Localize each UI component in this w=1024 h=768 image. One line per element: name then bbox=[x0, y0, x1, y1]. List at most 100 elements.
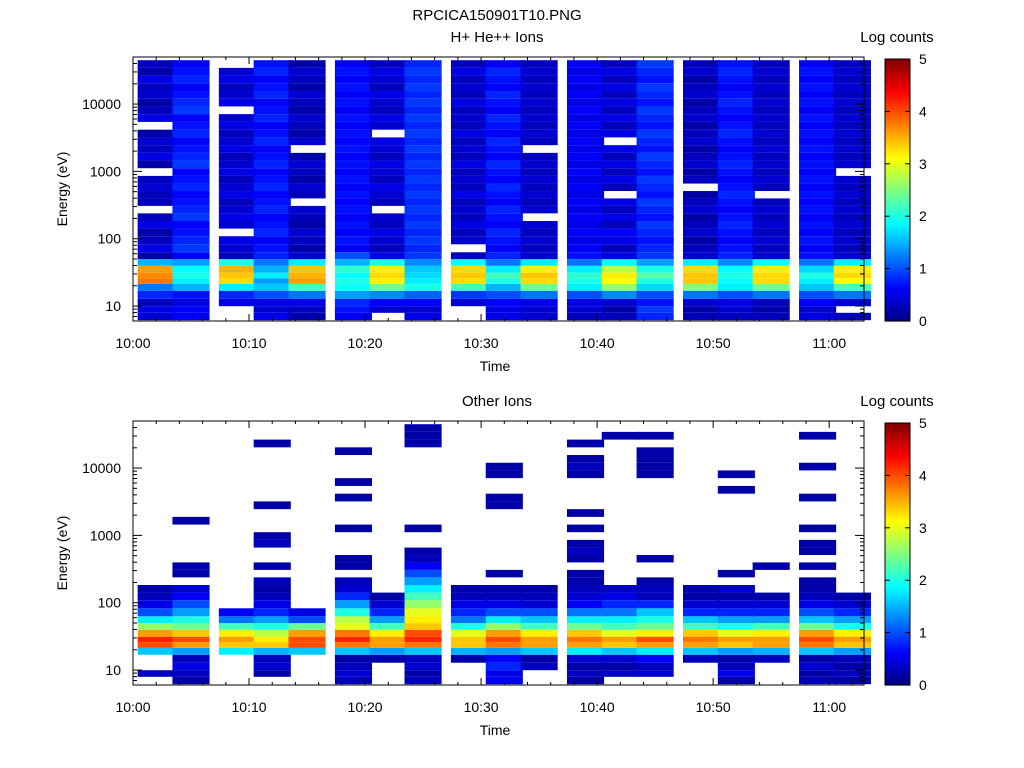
panel-2-heatmap-cell bbox=[485, 608, 523, 617]
panel-1-heatmap-cell bbox=[601, 312, 639, 321]
panel-2-heatmap-cell bbox=[566, 600, 605, 609]
panel-1-heatmap-cell bbox=[172, 298, 210, 307]
panel-2-heatmap-cell bbox=[404, 616, 442, 624]
panel-1-colorbar-band bbox=[885, 221, 910, 225]
panel-1-heatmap-cell bbox=[369, 75, 407, 84]
panel-1-colorbar-band bbox=[885, 205, 910, 209]
panel-2-heatmap-cell bbox=[682, 585, 721, 593]
panel-1-heatmap-cell bbox=[717, 290, 755, 299]
panel-2-heatmap-cell bbox=[601, 600, 639, 609]
panel-1-y-tick-label: 10 bbox=[105, 298, 121, 314]
panel-1-colorbar-tick-label: 3 bbox=[919, 156, 927, 172]
panel-2-heatmap-cell bbox=[253, 592, 291, 601]
panel-1-heatmap-cell bbox=[172, 83, 210, 92]
panel-1-heatmap-cell bbox=[520, 221, 558, 229]
panel-1-heatmap-cell bbox=[717, 236, 755, 245]
panel-2-heatmap-cell bbox=[636, 662, 674, 671]
panel-1-heatmap-cell bbox=[334, 98, 373, 107]
panel-1-heatmap-cell bbox=[682, 244, 721, 253]
panel-1-heatmap-cell bbox=[566, 183, 605, 192]
panel-1-heatmap-cell bbox=[369, 191, 407, 199]
panel-1-heatmap-cell bbox=[636, 121, 674, 130]
panel-1-heatmap-cell bbox=[253, 252, 291, 260]
panel-2-heatmap-cell bbox=[253, 642, 291, 648]
panel-1-heatmap-cell bbox=[450, 175, 489, 184]
panel-2-heatmap-cell bbox=[404, 585, 442, 593]
panel-1-heatmap-cell bbox=[799, 205, 837, 214]
panel-1-heatmap-cell bbox=[752, 145, 790, 153]
panel-1-heatmap-cell bbox=[717, 91, 755, 99]
panel-1-heatmap-cell bbox=[404, 98, 442, 107]
panel-1-heatmap-cell bbox=[601, 98, 639, 107]
panel-1-heatmap-cell bbox=[404, 137, 442, 146]
panel-2-heatmap-cell bbox=[799, 662, 837, 671]
panel-1-y-tick-label: 1000 bbox=[90, 163, 121, 179]
panel-1-heatmap-cell bbox=[450, 129, 489, 138]
panel-1-y-tick-label: 100 bbox=[98, 231, 122, 247]
panel-1-heatmap-cell bbox=[520, 114, 558, 122]
panel-1-colorbar-band bbox=[885, 72, 910, 76]
panel-1-heatmap-cell bbox=[172, 265, 210, 273]
panel-2-heatmap-cell bbox=[520, 623, 558, 630]
panel-1-heatmap-cell bbox=[752, 137, 790, 146]
panel-2-colorbar-band bbox=[885, 572, 910, 576]
panel-1-heatmap-cell bbox=[369, 283, 407, 291]
panel-2-heatmap-cell bbox=[799, 493, 837, 502]
panel-1-heatmap-cell bbox=[752, 160, 790, 169]
panel-2-heatmap-cell bbox=[636, 616, 674, 624]
panel-2-colorbar-band bbox=[885, 629, 910, 634]
panel-1-heatmap-cell bbox=[717, 152, 755, 161]
panel-2-heatmap-cell bbox=[334, 524, 373, 533]
panel-1-heatmap-cell bbox=[172, 137, 210, 146]
panel-1-heatmap-cell bbox=[520, 228, 558, 237]
panel-2-heatmap-cell bbox=[485, 654, 523, 663]
panel-1-heatmap-cell bbox=[717, 145, 755, 153]
panel-2-heatmap-cell bbox=[833, 608, 871, 617]
panel-2-colorbar-band bbox=[885, 637, 910, 642]
panel-2-y-tick-label: 10000 bbox=[82, 460, 121, 476]
panel-2-heatmap-cell bbox=[833, 647, 871, 655]
panel-1-heatmap-cell bbox=[485, 191, 523, 199]
panel-2-colorbar-band bbox=[885, 619, 910, 623]
panel-2-heatmap-cell bbox=[799, 623, 837, 630]
panel-2-heatmap-cell bbox=[404, 600, 442, 609]
panel-2-colorbar-band bbox=[885, 569, 910, 573]
panel-1-colorbar-band bbox=[885, 226, 910, 230]
panel-1-heatmap-cell bbox=[369, 221, 407, 229]
panel-1-heatmap-cell bbox=[485, 67, 523, 76]
panel-2-y-tick-label: 10 bbox=[105, 662, 121, 678]
panel-1-colorbar-band bbox=[885, 108, 910, 112]
panel-2-heatmap-cell bbox=[601, 654, 639, 663]
panel-1-heatmap-cell bbox=[520, 160, 558, 169]
panel-2-heatmap-cell bbox=[566, 647, 605, 655]
panel-2-heatmap-cell bbox=[799, 592, 837, 601]
panel-2-heatmap-cell bbox=[253, 629, 291, 637]
panel-1-heatmap-cell bbox=[450, 75, 489, 84]
panel-2-heatmap-cell bbox=[334, 600, 373, 609]
panel-2-heatmap-cell bbox=[404, 431, 442, 440]
panel-1-heatmap-cell bbox=[566, 60, 605, 68]
panel-1-heatmap-cell bbox=[450, 272, 489, 279]
panel-2-heatmap-cell bbox=[334, 493, 373, 502]
panel-1-heatmap-cell bbox=[172, 183, 210, 192]
panel-1-heatmap-cell bbox=[520, 205, 558, 214]
panel-1-colorbar-band bbox=[885, 95, 910, 99]
panel-1-heatmap-cell bbox=[288, 129, 326, 138]
panel-1-heatmap-cell bbox=[601, 205, 639, 214]
panel-1-heatmap-cell bbox=[485, 298, 523, 307]
panel-2: Other Ions Log counts Energy (eV) Time 1… bbox=[54, 393, 934, 738]
panel-2-heatmap-cell bbox=[334, 662, 373, 671]
panel-1-heatmap-cell bbox=[799, 91, 837, 99]
panel-1-heatmap-cell bbox=[485, 221, 523, 229]
panel-2-heatmap-cell bbox=[636, 636, 674, 643]
panel-2-colorbar-tick-label: 5 bbox=[919, 415, 927, 431]
panel-2-heatmap-cell bbox=[717, 676, 755, 685]
panel-1-colorbar-band bbox=[885, 163, 910, 168]
panel-1-colorbar-band bbox=[885, 121, 910, 126]
panel-2-heatmap-cell bbox=[369, 616, 407, 624]
panel-1-heatmap-cell bbox=[566, 259, 605, 266]
panel-1-heatmap-cell bbox=[682, 205, 721, 214]
panel-2-colorbar-band bbox=[885, 650, 910, 655]
panel-2-heatmap-cell bbox=[799, 431, 837, 440]
panel-2-colorbar-band bbox=[885, 551, 910, 555]
